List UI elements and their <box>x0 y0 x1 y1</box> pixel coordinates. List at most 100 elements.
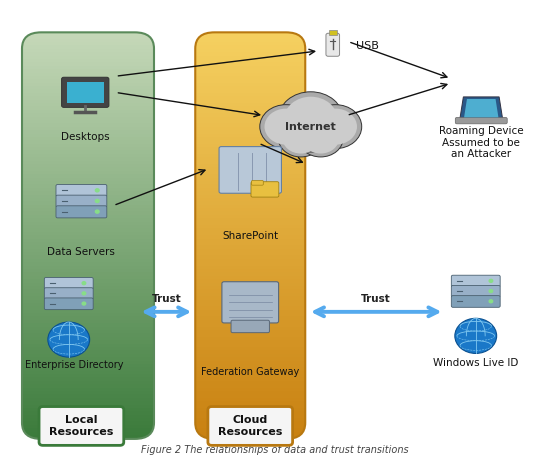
Bar <box>195 110 305 114</box>
Bar <box>195 347 305 351</box>
Text: Desktops: Desktops <box>61 132 109 142</box>
Bar <box>22 327 154 330</box>
Bar <box>22 39 154 43</box>
Bar <box>22 113 154 117</box>
Bar <box>22 157 154 161</box>
Bar <box>22 35 154 39</box>
Bar <box>22 384 154 388</box>
Bar <box>195 252 305 256</box>
Bar <box>195 113 305 117</box>
Bar <box>195 198 305 202</box>
Bar <box>195 313 305 317</box>
Bar <box>195 391 305 395</box>
Bar <box>22 360 154 365</box>
FancyBboxPatch shape <box>45 278 93 289</box>
Bar <box>195 228 305 232</box>
Bar <box>22 144 154 147</box>
Circle shape <box>489 280 493 282</box>
Bar <box>195 222 305 225</box>
Bar <box>22 249 154 253</box>
Bar <box>22 195 154 198</box>
Bar <box>22 93 154 97</box>
Bar <box>195 161 305 164</box>
Bar <box>22 289 154 293</box>
Bar <box>195 123 305 127</box>
Bar <box>195 293 305 297</box>
Bar <box>195 374 305 378</box>
Bar <box>22 205 154 208</box>
Bar <box>195 283 305 286</box>
Bar <box>22 177 154 182</box>
Bar <box>195 408 305 412</box>
Bar <box>195 127 305 131</box>
Circle shape <box>48 322 90 357</box>
Bar <box>22 52 154 56</box>
Bar <box>195 201 305 205</box>
Bar <box>22 347 154 351</box>
Bar <box>22 161 154 164</box>
Bar <box>195 334 305 337</box>
Bar <box>22 310 154 314</box>
Bar <box>22 320 154 324</box>
Bar <box>22 340 154 344</box>
Bar <box>195 144 305 147</box>
Bar <box>195 337 305 340</box>
Bar <box>195 232 305 236</box>
Bar <box>195 340 305 344</box>
Bar <box>195 279 305 283</box>
Bar <box>22 357 154 361</box>
Bar <box>22 134 154 137</box>
Bar <box>195 100 305 103</box>
Bar <box>22 286 154 290</box>
Bar <box>22 208 154 212</box>
Bar <box>195 106 305 110</box>
Text: Figure 2 The relationships of data and trust transitions: Figure 2 The relationships of data and t… <box>141 445 409 455</box>
Bar <box>195 35 305 39</box>
Bar <box>195 177 305 182</box>
Text: Federation Gateway: Federation Gateway <box>201 367 299 377</box>
Bar <box>195 39 305 43</box>
Bar <box>195 384 305 388</box>
Text: Enterprise Directory: Enterprise Directory <box>25 360 124 371</box>
Bar <box>195 242 305 246</box>
Bar <box>195 381 305 385</box>
Bar <box>22 123 154 127</box>
Bar <box>22 381 154 385</box>
Bar <box>22 79 154 83</box>
Bar <box>195 435 305 439</box>
Bar <box>22 293 154 297</box>
Polygon shape <box>460 97 503 120</box>
Bar <box>22 188 154 192</box>
Bar <box>22 411 154 415</box>
Circle shape <box>278 119 323 157</box>
Text: Local
Resources: Local Resources <box>49 415 114 437</box>
Bar <box>22 232 154 236</box>
Bar <box>195 191 305 195</box>
Bar <box>195 62 305 66</box>
Bar <box>195 49 305 53</box>
Bar <box>195 330 305 334</box>
Bar <box>22 283 154 286</box>
Bar <box>195 262 305 266</box>
Bar <box>22 266 154 269</box>
Bar <box>22 252 154 256</box>
Bar <box>195 296 305 300</box>
Text: Windows Live ID: Windows Live ID <box>433 358 519 368</box>
Bar <box>195 140 305 144</box>
Bar <box>195 259 305 263</box>
Bar <box>195 134 305 137</box>
Bar <box>195 184 305 188</box>
Bar <box>22 147 154 151</box>
Bar <box>22 364 154 368</box>
Bar <box>195 137 305 141</box>
Bar <box>22 127 154 131</box>
FancyBboxPatch shape <box>455 117 507 124</box>
Circle shape <box>288 109 334 148</box>
Bar <box>22 45 154 49</box>
Bar <box>22 245 154 249</box>
Bar <box>195 245 305 249</box>
Bar <box>195 45 305 49</box>
Bar <box>195 164 305 168</box>
Circle shape <box>278 92 343 146</box>
Bar <box>22 222 154 225</box>
